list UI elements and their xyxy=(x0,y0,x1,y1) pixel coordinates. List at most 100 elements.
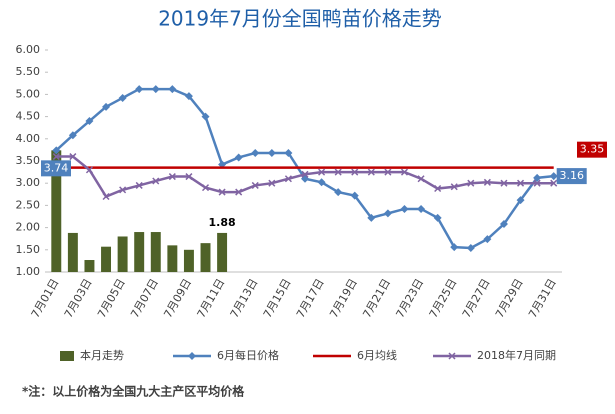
marker xyxy=(85,117,94,126)
legend-label: 6月均线 xyxy=(357,348,397,362)
marker xyxy=(450,243,459,252)
marker xyxy=(334,168,342,176)
marker xyxy=(301,170,309,178)
marker xyxy=(151,85,160,94)
marker xyxy=(550,179,558,187)
marker xyxy=(201,112,210,121)
marker xyxy=(434,184,442,193)
bar xyxy=(200,243,211,272)
marker xyxy=(517,179,525,187)
marker xyxy=(400,204,409,213)
bar xyxy=(84,260,95,272)
legend-swatch xyxy=(60,351,74,361)
legend-marker xyxy=(448,352,456,360)
y-tick-label: 3.50 xyxy=(16,154,41,167)
data-label: 1.88 xyxy=(209,216,236,229)
marker xyxy=(102,102,111,111)
marker xyxy=(483,235,492,244)
y-tick-label: 4.00 xyxy=(16,132,41,145)
marker xyxy=(334,188,343,197)
marker xyxy=(135,181,143,189)
marker xyxy=(69,153,77,161)
chart-title: 2019年7月份全国鸭苗价格走势 xyxy=(158,7,442,31)
marker xyxy=(549,172,558,181)
y-tick-label: 2.00 xyxy=(16,221,41,234)
marker xyxy=(268,179,276,187)
marker xyxy=(168,173,176,181)
legend-label: 2018年7月同期 xyxy=(477,348,556,362)
legend-label: 6月每日价格 xyxy=(217,348,279,362)
marker xyxy=(318,168,326,176)
marker xyxy=(168,85,177,94)
marker xyxy=(350,191,359,200)
marker xyxy=(251,181,259,189)
y-tick-label: 1.50 xyxy=(16,243,41,256)
bar xyxy=(217,232,228,272)
y-tick-label: 5.00 xyxy=(16,87,41,100)
marker xyxy=(433,213,442,222)
marker xyxy=(367,213,376,222)
marker xyxy=(417,204,426,213)
data-label-box xyxy=(577,141,607,158)
marker xyxy=(450,183,458,191)
marker xyxy=(184,92,193,101)
marker xyxy=(85,166,93,174)
marker xyxy=(367,168,375,176)
legend-marker xyxy=(188,352,196,360)
marker xyxy=(467,179,475,187)
marker xyxy=(466,244,475,253)
marker xyxy=(185,173,193,181)
data-label-box xyxy=(41,160,71,177)
marker xyxy=(267,149,276,158)
marker xyxy=(417,175,425,183)
marker xyxy=(500,179,508,187)
marker xyxy=(218,188,226,196)
marker xyxy=(135,85,144,94)
marker xyxy=(383,209,392,218)
bar xyxy=(51,150,62,272)
marker xyxy=(118,93,127,102)
footnote: *注：以上价格为全国九大主产区平均价格 xyxy=(22,384,245,399)
marker xyxy=(251,149,260,158)
y-tick-label: 6.00 xyxy=(16,43,41,56)
marker xyxy=(400,168,409,176)
marker xyxy=(235,188,243,196)
marker xyxy=(119,186,127,194)
legend-label: 本月走势 xyxy=(80,348,124,362)
marker xyxy=(533,179,541,187)
data-label-box xyxy=(556,168,587,185)
bar xyxy=(167,245,178,272)
y-tick-label: 2.50 xyxy=(16,198,41,211)
marker xyxy=(483,178,491,186)
marker xyxy=(234,153,243,162)
bar xyxy=(134,232,145,272)
data-label: 3.35 xyxy=(580,143,605,156)
marker xyxy=(516,196,525,205)
marker xyxy=(52,146,61,155)
data-label: 3.16 xyxy=(559,169,584,182)
marker xyxy=(102,192,110,201)
y-tick-label: 1.00 xyxy=(16,265,41,278)
marker xyxy=(284,175,292,183)
bar xyxy=(150,232,161,272)
marker xyxy=(533,173,542,182)
marker xyxy=(284,149,293,158)
bar xyxy=(67,232,78,272)
marker xyxy=(351,168,359,176)
marker xyxy=(499,220,508,229)
marker xyxy=(317,178,326,187)
bar xyxy=(183,249,194,272)
y-tick-label: 5.50 xyxy=(16,65,41,78)
bar xyxy=(117,236,128,272)
y-tick-label: 3.00 xyxy=(16,176,41,189)
y-tick-label: 4.50 xyxy=(16,110,41,123)
marker xyxy=(52,153,60,161)
marker xyxy=(68,131,77,140)
bar xyxy=(101,246,112,272)
data-label: 3.74 xyxy=(44,161,69,174)
marker xyxy=(152,177,160,185)
marker xyxy=(384,168,392,176)
marker xyxy=(201,184,210,192)
